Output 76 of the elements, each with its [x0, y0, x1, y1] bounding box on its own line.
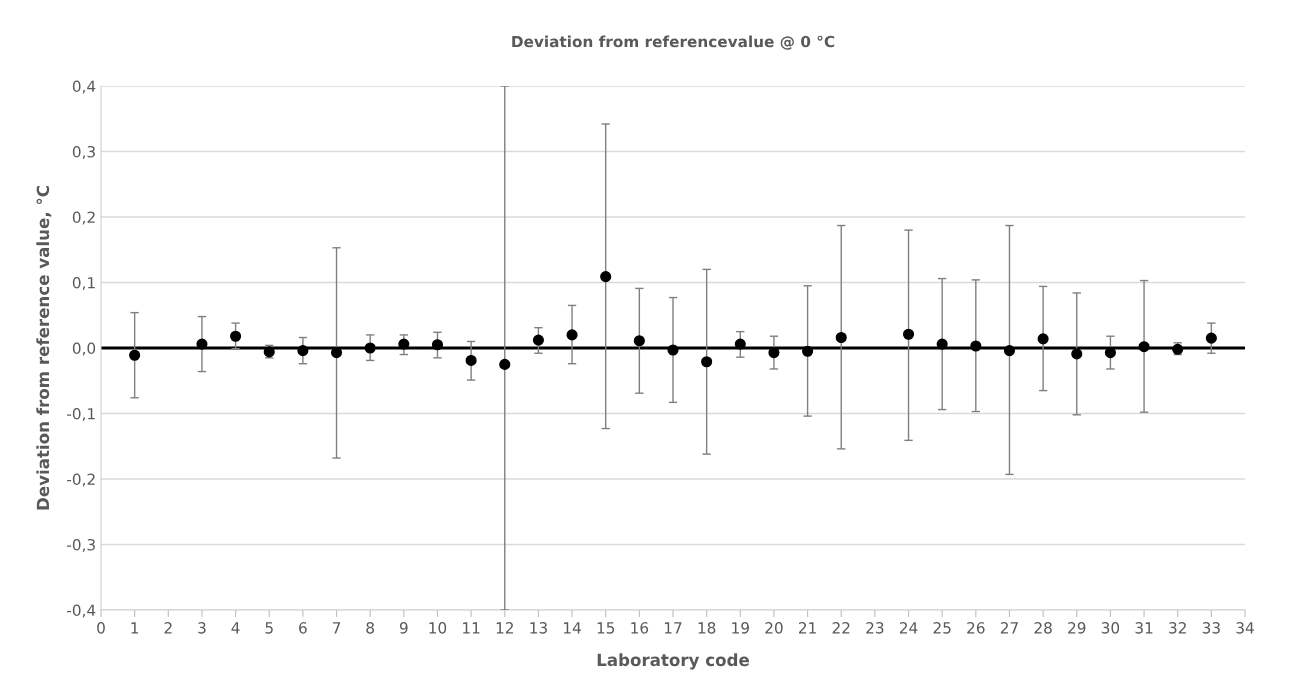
x-tick-label: 15 — [597, 622, 615, 634]
x-tick-label: 22 — [832, 622, 850, 634]
x-tick-label: 8 — [366, 622, 374, 634]
y-tick-label: 0,3 — [72, 145, 95, 160]
x-tick-label: 25 — [933, 622, 951, 634]
x-axis-title: Laboratory code — [597, 653, 749, 670]
point — [600, 271, 612, 283]
point — [802, 345, 814, 357]
point — [1205, 332, 1217, 344]
x-tick-label: 10 — [429, 622, 447, 634]
x-tick-label: 16 — [631, 622, 649, 634]
point — [1138, 341, 1150, 353]
x-tick-label: 13 — [530, 622, 547, 634]
x-tick-label: 18 — [698, 622, 716, 634]
x-tick-label: 11 — [463, 622, 480, 634]
point — [330, 347, 343, 359]
x-tick-label: 26 — [967, 622, 985, 634]
point — [465, 354, 477, 367]
x-tick-label: 23 — [866, 622, 884, 634]
point — [902, 328, 915, 340]
point — [1037, 333, 1049, 345]
x-tick-label: 3 — [198, 622, 206, 634]
point — [633, 335, 645, 347]
point — [970, 340, 982, 352]
x-tick-label: 32 — [1169, 622, 1186, 634]
x-tick-label: 12 — [496, 622, 513, 634]
point — [196, 338, 208, 350]
y-tick-label: -0,2 — [67, 473, 95, 487]
x-tick-label: 20 — [765, 622, 783, 634]
x-tick-label: 4 — [231, 622, 240, 634]
point — [532, 334, 544, 346]
point — [734, 338, 746, 350]
y-tick-label: 0,4 — [72, 80, 96, 94]
y-axis-title: Deviation from reference value, °C — [36, 186, 52, 510]
point — [701, 356, 713, 368]
x-tick-label: 30 — [1101, 622, 1120, 634]
x-tick-label: 2 — [164, 622, 172, 634]
x-tick-label: 28 — [1034, 622, 1052, 634]
x-tick-label: 27 — [1000, 622, 1018, 634]
x-tick-label: 0 — [97, 622, 105, 634]
x-tick-label: 29 — [1068, 622, 1086, 634]
y-tick-label: -0,3 — [67, 538, 95, 553]
x-tick-label: 34 — [1236, 622, 1254, 634]
y-tick-label: 0,0 — [72, 342, 96, 356]
y-tick-label: 0,1 — [72, 276, 95, 291]
x-tick-label: 31 — [1135, 622, 1153, 634]
point — [1071, 348, 1083, 360]
chart-title: Deviation from referencevalue @ 0 °C — [512, 35, 835, 50]
point — [936, 338, 948, 350]
x-tick-label: 17 — [664, 622, 682, 634]
point — [835, 331, 847, 344]
point — [1104, 347, 1116, 359]
x-tick-label: 14 — [564, 622, 581, 634]
point — [398, 338, 410, 350]
point — [431, 339, 444, 351]
x-tick-label: 9 — [399, 622, 408, 634]
point — [566, 329, 578, 341]
point — [667, 344, 679, 356]
x-tick-label: 5 — [265, 622, 273, 634]
point — [230, 330, 242, 342]
x-tick-label: 19 — [732, 622, 749, 634]
x-tick-label: 1 — [131, 622, 139, 634]
point — [297, 345, 309, 357]
x-tick-label: 7 — [332, 622, 341, 634]
point — [1003, 345, 1016, 357]
point — [499, 358, 511, 370]
x-tick-label: 24 — [899, 622, 918, 634]
x-tick-label: 6 — [299, 622, 307, 634]
y-tick-label: -0,4 — [67, 604, 96, 618]
x-tick-label: 21 — [798, 622, 816, 634]
point — [768, 347, 780, 359]
y-tick-label: -0,1 — [67, 407, 95, 422]
y-tick-label: 0,2 — [72, 211, 95, 225]
x-tick-label: 33 — [1202, 622, 1220, 634]
point — [364, 342, 376, 354]
point — [129, 349, 141, 361]
